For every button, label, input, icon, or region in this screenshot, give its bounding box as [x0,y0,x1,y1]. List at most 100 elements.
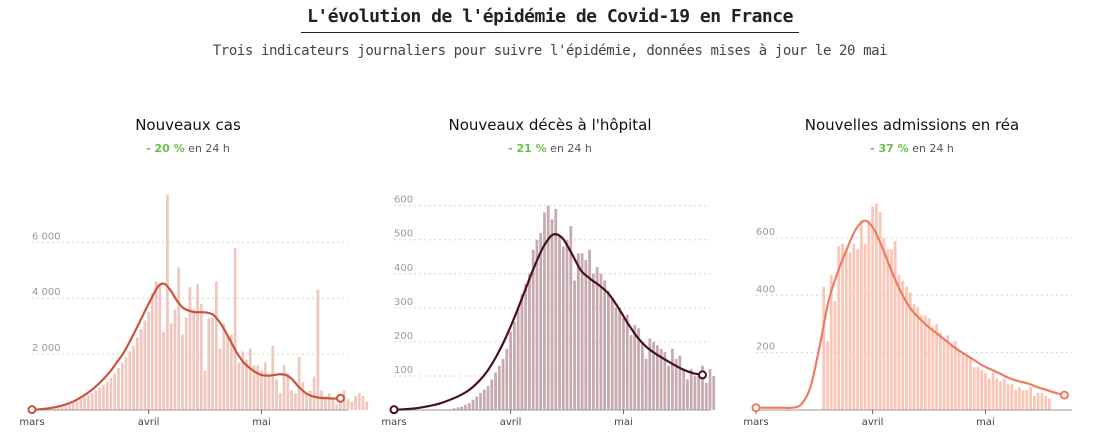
bar [256,365,260,410]
trend-line [31,282,341,411]
y-tick-label: 200 [756,342,775,353]
bar [248,348,252,410]
y-tick-label: 400 [756,284,775,295]
bar [53,408,56,410]
bar [1006,384,1010,410]
bar [316,289,320,410]
trend-line [756,219,1065,410]
bar [655,345,659,410]
y-tick-label: 4 000 [32,287,61,298]
bar [331,398,335,410]
bar [826,341,829,410]
bar [852,243,856,410]
bar [882,237,886,410]
bar [584,260,588,410]
bar [222,323,226,410]
bar [863,243,867,410]
bar [350,401,354,410]
bar [56,407,60,410]
chart-title: Nouvelles admissions en réa [804,116,1020,134]
y-tick-label: 2 000 [32,343,61,354]
bar [293,393,297,410]
bar [659,348,663,410]
change-indicator: - 37 % en 24 h [732,142,1092,155]
bar [211,317,214,410]
bar [841,243,844,410]
bar [856,249,859,410]
bar [301,382,305,410]
change-suffix: en 24 h [188,142,230,155]
bar [592,273,595,410]
bar [610,297,614,410]
bar [166,194,169,410]
bar [648,338,652,410]
bar [128,351,132,410]
bar [890,249,893,410]
bar [969,358,972,410]
bar [905,286,908,410]
bar [603,280,607,410]
bar [139,328,143,410]
trend-start-marker [389,405,399,415]
bar [335,404,339,410]
bar [475,396,479,410]
bar [667,365,670,410]
bar [629,335,633,410]
page-title: L'évolution de l'épidémie de Covid-19 en… [301,6,799,33]
bar [539,232,543,410]
bar [576,253,580,410]
bar [260,370,263,410]
bar [245,359,248,410]
bar [1021,389,1025,410]
trend-end-marker [335,393,345,403]
bar [464,404,467,410]
bar [460,406,464,410]
chart-panel-hospital-deaths: Nouveaux décès à l'hôpital - 21 % en 24 … [370,112,730,444]
bar [697,375,701,410]
bar [920,315,923,410]
bar [614,307,618,410]
bar [456,407,460,410]
bar [637,328,640,410]
bar [320,390,324,410]
bar [83,397,87,410]
trend-start-marker [751,403,761,413]
bar [927,318,931,410]
bar [946,335,950,410]
x-tick-label: mars [743,417,768,428]
bar [113,373,117,410]
bar [218,348,222,410]
change-value: - 21 % [508,142,547,155]
bar [844,249,848,410]
bar [875,203,878,410]
y-tick-label: 500 [394,229,413,240]
bar [935,323,938,410]
bar [701,365,704,410]
bar [663,352,667,410]
bar [1025,389,1029,410]
bar [859,220,863,410]
bar [452,408,456,410]
bar [1017,387,1021,410]
bar [339,396,342,410]
bar [497,365,501,410]
bar [109,377,113,410]
bar [644,358,648,410]
bar [327,393,331,410]
trend-start-marker [27,405,37,415]
bar [546,205,550,410]
bar [912,303,916,410]
bar [357,393,361,410]
bar [192,309,196,410]
bar [991,372,995,410]
bar [682,369,686,410]
bar [972,366,976,410]
change-indicator: - 21 % en 24 h [370,142,730,155]
chart-title: Nouveaux décès à l'hôpital [448,116,652,134]
bar [535,239,539,410]
bar [543,212,546,410]
y-tick-label: 200 [394,331,413,342]
bar [984,372,987,410]
bar [275,379,278,410]
bar [158,284,162,410]
